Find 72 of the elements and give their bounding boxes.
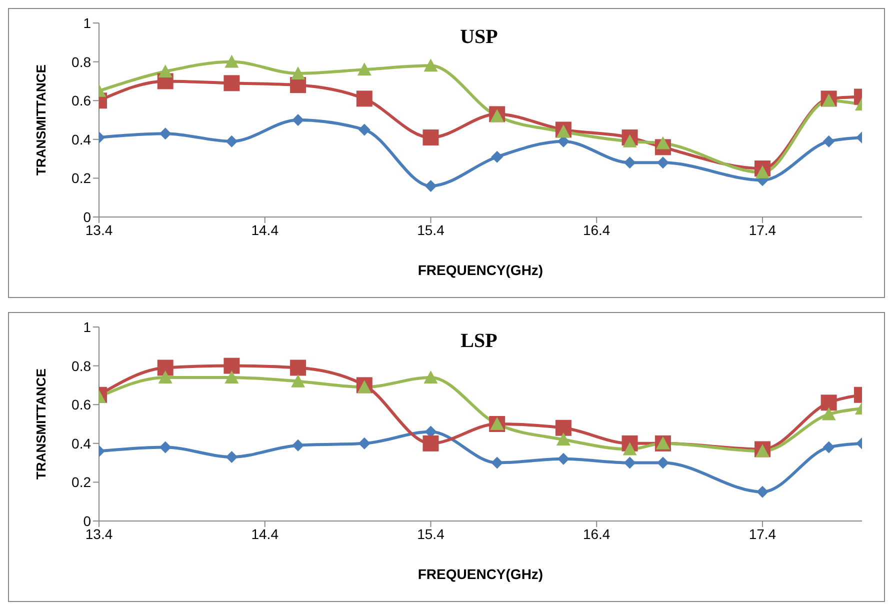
point: [491, 150, 504, 163]
y-tick-label: 0.8: [72, 358, 92, 374]
point: [424, 58, 438, 72]
point: [755, 444, 770, 458]
y-tick-label: 0.6: [72, 92, 92, 109]
x-tick-label: 15.4: [417, 526, 445, 542]
y-tick-label: 0.4: [72, 435, 92, 452]
point: [224, 75, 240, 92]
point: [656, 156, 669, 169]
point: [424, 370, 438, 384]
point: [491, 456, 504, 469]
point: [822, 135, 835, 148]
point: [557, 452, 570, 465]
x-tick-label: 17.4: [748, 222, 776, 238]
point: [159, 441, 172, 454]
y-tick-label: 1: [83, 318, 92, 335]
point: [358, 437, 370, 450]
point: [422, 129, 439, 146]
y-tick-label: 0.2: [72, 474, 92, 490]
point: [556, 124, 570, 138]
point: [656, 136, 670, 150]
point: [624, 456, 636, 469]
y-tick-label: 0.6: [72, 396, 92, 413]
x-tick-label: 16.4: [582, 222, 610, 238]
y-tick-label: 0.8: [72, 54, 92, 70]
point: [224, 54, 239, 68]
y-axis-title: TRANSMITTANCE: [34, 368, 49, 480]
point: [622, 134, 637, 148]
point: [822, 441, 835, 454]
point: [291, 374, 306, 388]
point: [158, 64, 172, 78]
x-axis-title: FREQUENCY(GHz): [418, 566, 544, 582]
point: [357, 380, 372, 394]
y-axis-title: TRANSMITTANCE: [34, 64, 49, 176]
point: [292, 439, 304, 452]
point: [822, 407, 836, 420]
x-tick-label: 16.4: [582, 526, 610, 542]
chart-title: LSP: [460, 330, 498, 352]
point: [656, 456, 669, 469]
point: [290, 360, 306, 376]
chart-title: USP: [460, 26, 498, 48]
point: [820, 394, 837, 411]
point: [224, 370, 239, 384]
x-tick-label: 14.4: [251, 526, 279, 542]
point: [624, 156, 636, 169]
point: [224, 358, 240, 374]
y-tick-label: 0.4: [72, 131, 92, 148]
point: [490, 109, 504, 122]
point: [622, 442, 637, 456]
point: [291, 66, 306, 80]
x-axis-title: FREQUENCY(GHz): [418, 262, 544, 278]
y-tick-label: 0.2: [72, 170, 92, 186]
point: [424, 180, 437, 192]
point: [822, 94, 836, 107]
x-tick-label: 14.4: [251, 222, 279, 238]
x-tick-label: 17.4: [748, 526, 776, 542]
point: [357, 62, 372, 76]
point: [158, 370, 172, 384]
y-tick-label: 1: [83, 14, 92, 31]
point: [226, 450, 238, 463]
point: [556, 432, 570, 446]
point: [356, 90, 372, 107]
point: [555, 420, 572, 436]
point: [159, 128, 172, 140]
point: [755, 165, 770, 178]
point: [358, 124, 370, 136]
point: [422, 435, 439, 452]
x-tick-label: 15.4: [417, 222, 445, 238]
point: [292, 114, 304, 126]
point: [226, 135, 238, 148]
point: [157, 360, 174, 376]
point: [756, 486, 768, 498]
